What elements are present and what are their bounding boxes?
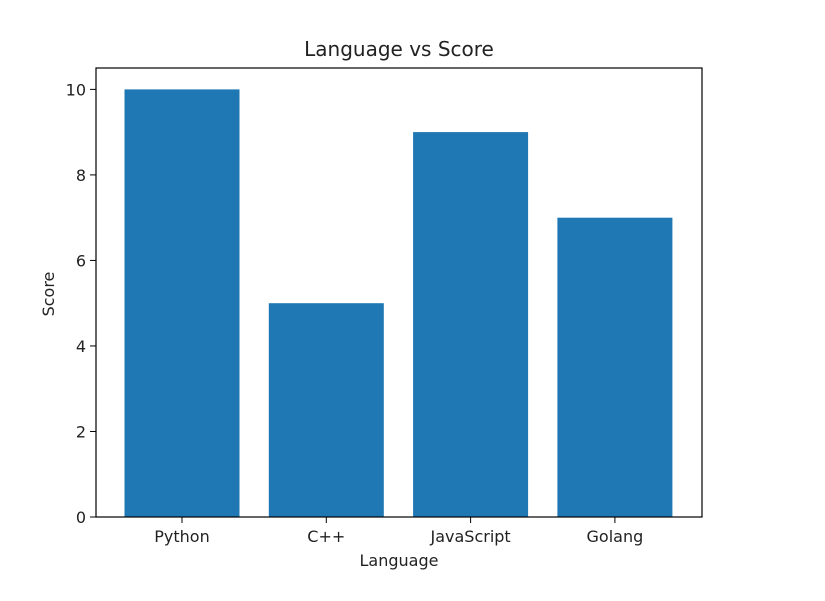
x-tick-label: C++	[307, 527, 345, 546]
y-tick-label: 4	[76, 337, 86, 356]
y-axis-label: Score	[39, 272, 58, 317]
x-tick-label: Python	[154, 527, 209, 546]
plot-frame	[95, 67, 703, 518]
bars-group	[124, 89, 673, 518]
chart-title: Language vs Score	[304, 37, 494, 61]
bar-python	[124, 89, 240, 518]
y-axis-ticks: 0 2 4 6 8 10	[66, 80, 96, 527]
x-axis-ticks: Python C++ JavaScript Golang	[154, 517, 643, 546]
y-tick-label: 6	[76, 251, 86, 270]
y-tick-label: 8	[76, 166, 86, 185]
x-axis-label: Language	[360, 551, 439, 570]
x-tick-label: Golang	[587, 527, 644, 546]
bar-golang	[557, 217, 673, 517]
x-tick-label: JavaScript	[429, 527, 510, 546]
bar-javascript	[413, 132, 529, 517]
y-tick-label: 0	[76, 508, 86, 527]
y-tick-label: 2	[76, 422, 86, 441]
y-tick-label: 10	[66, 80, 86, 99]
bar-c-	[268, 303, 384, 517]
